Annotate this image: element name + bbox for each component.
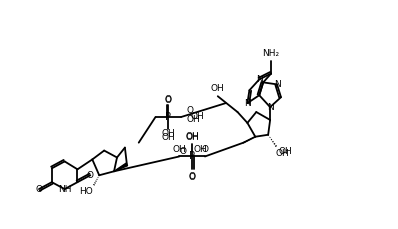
Text: O: O [165, 96, 172, 105]
Text: P: P [166, 112, 172, 122]
Text: O: O [189, 173, 195, 182]
Text: N: N [274, 80, 281, 89]
Text: OH: OH [211, 84, 224, 93]
Text: OH: OH [172, 145, 186, 154]
Text: OH: OH [193, 145, 207, 154]
Text: OH: OH [162, 133, 175, 142]
Text: O: O [179, 147, 187, 156]
Text: O: O [165, 95, 172, 104]
Text: HO: HO [80, 187, 93, 196]
Text: OH: OH [186, 115, 200, 124]
Text: OH: OH [190, 112, 204, 121]
Text: N: N [244, 99, 251, 108]
Text: N: N [256, 75, 263, 84]
Text: OH: OH [185, 132, 199, 141]
Text: OH: OH [275, 149, 289, 158]
Text: NH: NH [58, 185, 71, 194]
Text: OH: OH [162, 129, 175, 138]
Text: O: O [189, 172, 195, 181]
Text: O: O [187, 106, 193, 114]
Text: N: N [267, 103, 273, 112]
Text: OH: OH [278, 147, 292, 156]
Text: O: O [35, 185, 43, 194]
Text: P: P [189, 152, 195, 161]
Text: OH: OH [185, 133, 199, 142]
Text: O: O [201, 145, 209, 154]
Text: O: O [87, 171, 94, 180]
Text: NH₂: NH₂ [263, 49, 280, 58]
Polygon shape [114, 163, 128, 171]
